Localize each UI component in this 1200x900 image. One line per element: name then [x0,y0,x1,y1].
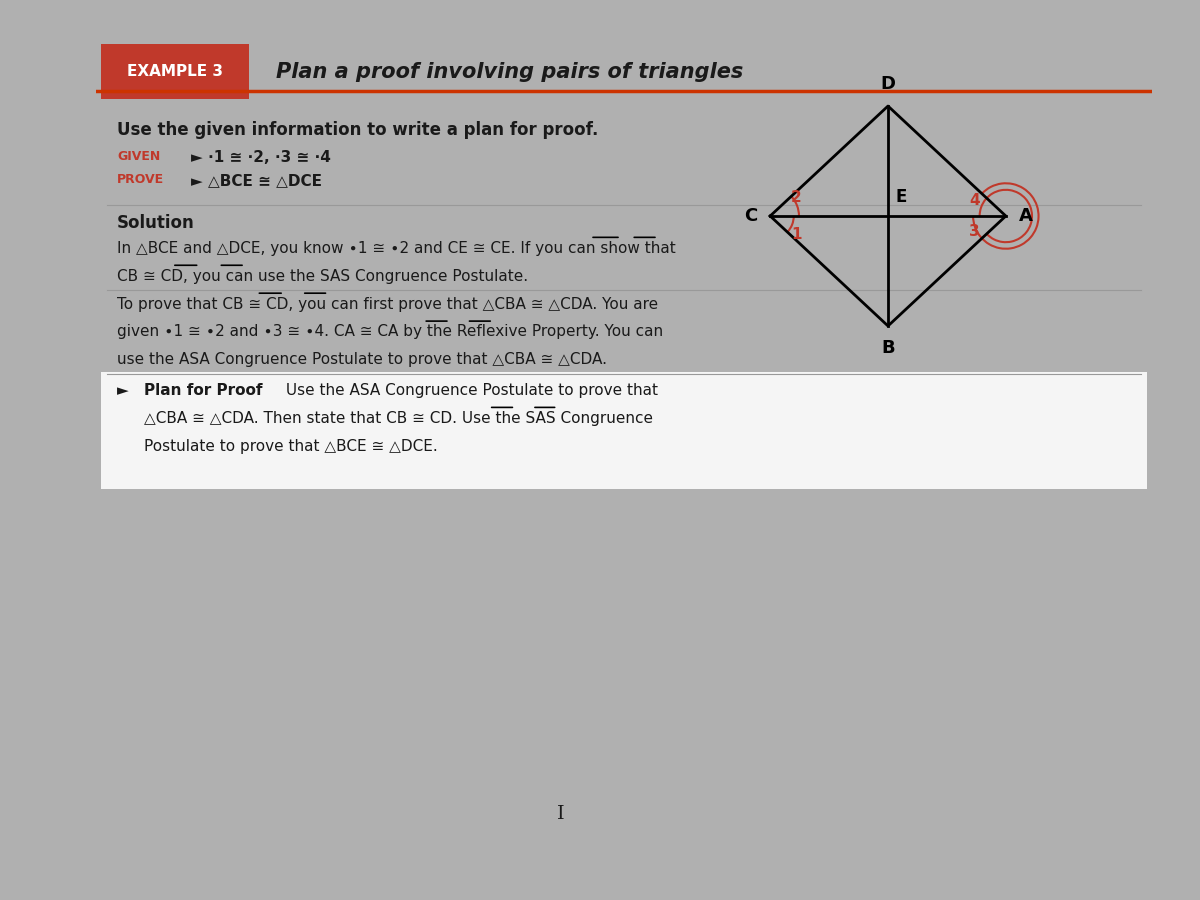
Text: Use the ASA Congruence Postulate to prove that: Use the ASA Congruence Postulate to prov… [281,382,658,398]
Text: ►: ► [118,382,128,398]
Text: PROVE: PROVE [118,173,164,186]
Text: 2: 2 [791,190,802,205]
Text: Plan for Proof: Plan for Proof [144,382,262,398]
Text: ► ∙1 ≅ ∙2, ∙3 ≅ ∙4: ► ∙1 ≅ ∙2, ∙3 ≅ ∙4 [191,150,331,166]
Text: To prove that CB ≅ CD, you can first prove that △CBA ≅ △CDA. You are: To prove that CB ≅ CD, you can first pro… [118,297,659,311]
Text: Use the given information to write a plan for proof.: Use the given information to write a pla… [118,121,599,139]
FancyBboxPatch shape [101,44,250,99]
Text: I: I [557,806,564,824]
Text: △CBA ≅ △CDA. Then state that CB ≅ CD. Use the SAS Congruence: △CBA ≅ △CDA. Then state that CB ≅ CD. Us… [144,410,653,426]
Text: 4: 4 [970,193,979,208]
Text: given ∙1 ≅ ∙2 and ∙3 ≅ ∙4. CA ≅ CA by the Reflexive Property. You can: given ∙1 ≅ ∙2 and ∙3 ≅ ∙4. CA ≅ CA by th… [118,325,664,339]
Text: E: E [896,187,907,205]
Text: Postulate to prove that △BCE ≅ △DCE.: Postulate to prove that △BCE ≅ △DCE. [144,438,437,454]
Text: EXAMPLE 3: EXAMPLE 3 [127,64,223,79]
Text: GIVEN: GIVEN [118,150,161,163]
Text: B: B [881,339,895,357]
Text: Solution: Solution [118,213,194,231]
Text: use the ASA Congruence Postulate to prove that △CBA ≅ △CDA.: use the ASA Congruence Postulate to prov… [118,353,607,367]
Text: CB ≅ CD, you can use the SAS Congruence Postulate.: CB ≅ CD, you can use the SAS Congruence … [118,268,528,284]
Text: 3: 3 [970,224,979,239]
Text: 1: 1 [791,227,802,242]
Text: D: D [881,75,895,93]
Text: C: C [744,207,757,225]
Text: A: A [1019,207,1033,225]
Text: Plan a proof involving pairs of triangles: Plan a proof involving pairs of triangle… [276,61,743,82]
Text: ► △BCE ≅ △DCE: ► △BCE ≅ △DCE [191,173,322,188]
Text: In △BCE and △DCE, you know ∙1 ≅ ∙2 and CE ≅ CE. If you can show that: In △BCE and △DCE, you know ∙1 ≅ ∙2 and C… [118,240,676,256]
FancyBboxPatch shape [101,372,1147,489]
